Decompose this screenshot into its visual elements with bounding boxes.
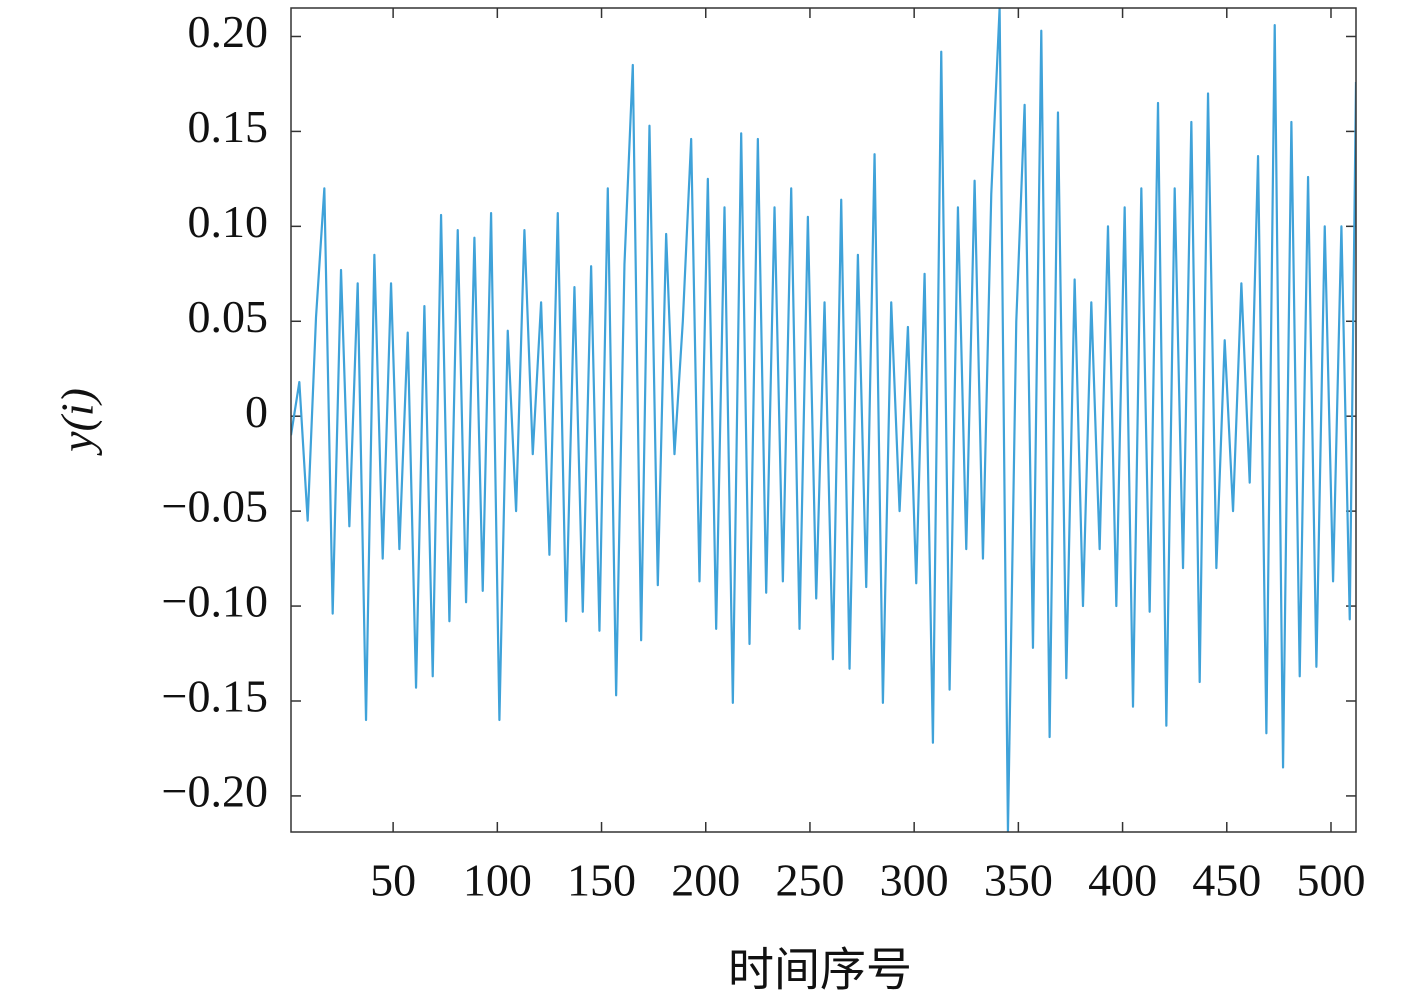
x-tick-label: 250 <box>775 855 844 906</box>
x-tick-label: 500 <box>1296 855 1365 906</box>
x-tick-label: 350 <box>984 855 1053 906</box>
plot-frame <box>290 7 1357 833</box>
y-tick-label: 0.10 <box>188 196 269 247</box>
x-tick-label: 450 <box>1192 855 1261 906</box>
y-tick-label: 0 <box>245 386 268 437</box>
y-tick-label: 0.15 <box>188 101 269 152</box>
x-tick-label: 100 <box>463 855 532 906</box>
data-line <box>291 8 1356 832</box>
y-tick-label: −0.15 <box>162 671 268 722</box>
y-axis-label: y(i) <box>52 388 103 456</box>
x-tick-label: 150 <box>567 855 636 906</box>
x-tick-label: 400 <box>1088 855 1157 906</box>
y-tick-label: −0.05 <box>162 481 268 532</box>
x-axis-label: 时间序号 <box>728 945 912 996</box>
x-tick-label: 200 <box>671 855 740 906</box>
x-tick-label: 300 <box>880 855 949 906</box>
y-tick-label: 0.20 <box>188 6 269 57</box>
x-tick-label: 50 <box>370 855 416 906</box>
y-tick-label: −0.20 <box>162 765 268 816</box>
y-tick-label: 0.05 <box>188 291 269 342</box>
y-tick-label: −0.10 <box>162 576 268 627</box>
